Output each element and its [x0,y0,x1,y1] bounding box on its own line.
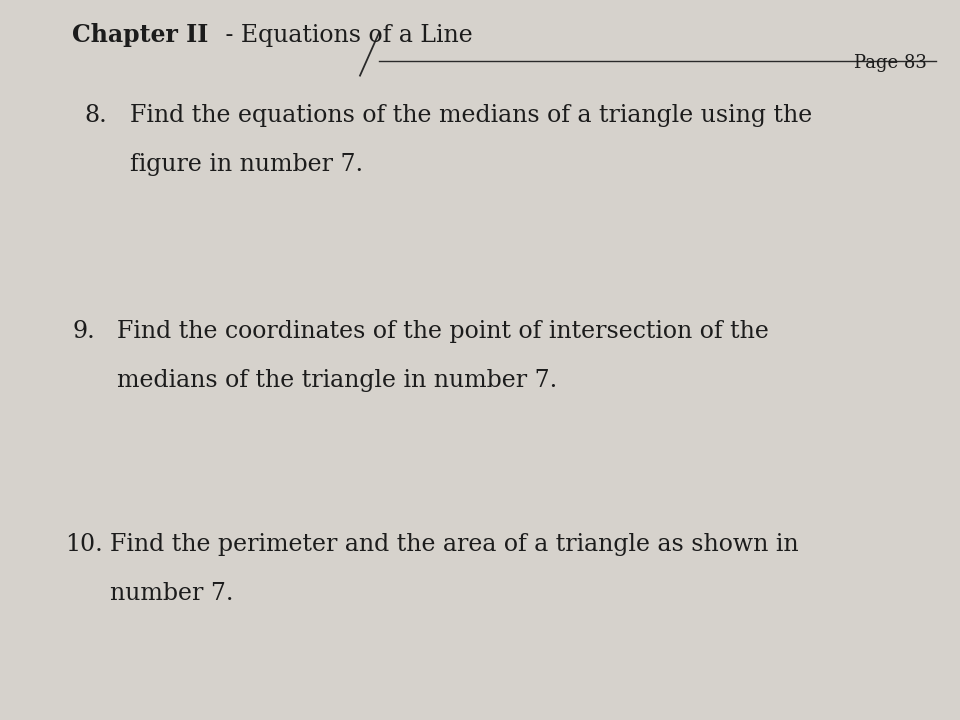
Text: number 7.: number 7. [110,582,234,605]
Text: medians of the triangle in number 7.: medians of the triangle in number 7. [117,369,558,392]
Text: Find the coordinates of the point of intersection of the: Find the coordinates of the point of int… [117,320,769,343]
Text: figure in number 7.: figure in number 7. [130,153,363,176]
Text: Find the equations of the medians of a triangle using the: Find the equations of the medians of a t… [130,104,812,127]
Text: - Equations of a Line: - Equations of a Line [218,24,472,47]
Text: 8.: 8. [84,104,108,127]
Text: Page 83: Page 83 [853,54,926,72]
Text: 9.: 9. [72,320,95,343]
Text: 10.: 10. [65,533,103,556]
Text: Chapter II: Chapter II [72,23,208,47]
Text: Find the perimeter and the area of a triangle as shown in: Find the perimeter and the area of a tri… [110,533,799,556]
